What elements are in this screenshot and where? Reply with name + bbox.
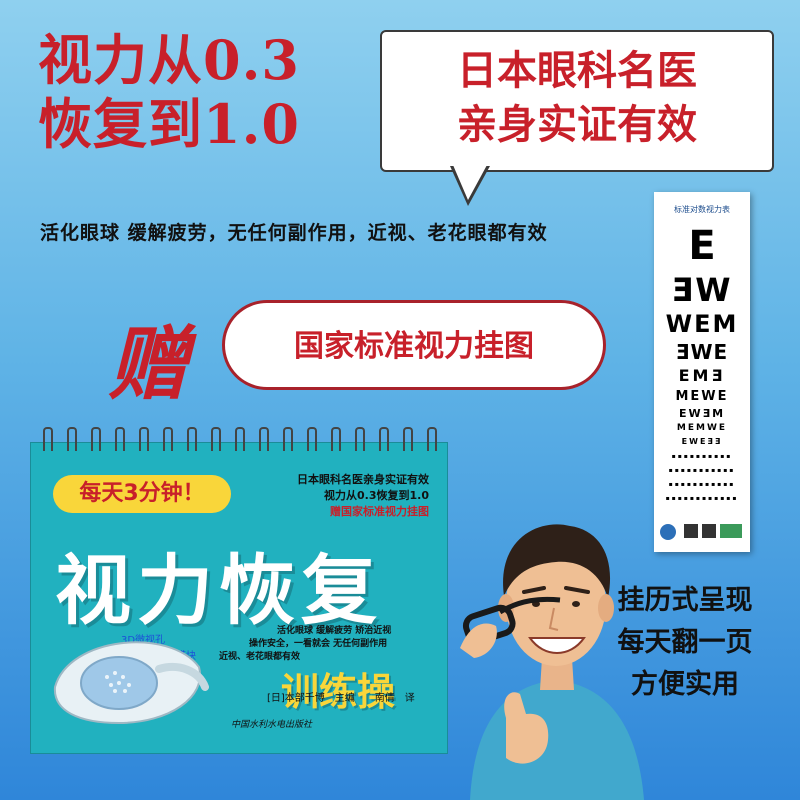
binder-ring — [403, 427, 413, 451]
speech-bubble-line-2: 亲身实证有效 — [457, 102, 697, 148]
benefit-text: 活化眼球 缓解疲劳，无任何副作用，近视、老花眼都有效 — [40, 222, 548, 244]
eye-chart-poster: 标准对数视力表 E ƎW WEM ƎWE EMƎ MEWE EWƎM MEMWE… — [654, 192, 750, 552]
headline: 视力从0.3 恢复到1.0 — [38, 28, 300, 156]
book-tag-line-3: 赠国家标准视力挂图 — [330, 505, 429, 518]
binder-ring — [91, 427, 101, 451]
binder-ring — [355, 427, 365, 451]
binder-ring — [235, 427, 245, 451]
binder-ring — [259, 427, 269, 451]
eye-mask-illustration — [53, 641, 209, 725]
eye-chart-row: E — [688, 223, 716, 269]
book-badge: 每天3分钟！ — [53, 475, 231, 513]
eye-chart-row: EMƎ — [678, 366, 726, 385]
binder-ring — [283, 427, 293, 451]
binder-ring — [139, 427, 149, 451]
book-tag-line-1: 日本眼科名医亲身实证有效 — [297, 473, 429, 486]
eye-chart-small-rows: ▪▪▪▪▪▪▪▪▪▪▪ — [668, 481, 736, 488]
book-desc-line-2: 操作安全，一看就会 无任何副作用 — [249, 639, 388, 649]
headline-line-1: 视力从0.3 — [38, 28, 300, 92]
binder-ring — [163, 427, 173, 451]
label-3d-holes: 3D微视孔 — [121, 635, 166, 646]
eye-chart-row: MEMWE — [676, 423, 728, 433]
eye-chart-small-rows: ▪▪▪▪▪▪▪▪▪▪▪ — [668, 467, 736, 474]
binder-ring — [427, 427, 437, 451]
eye-chart-row: WEM — [665, 310, 739, 338]
side-copy-line-1: 挂历式呈现 — [617, 585, 753, 616]
eye-chart-row: EWEƎƎ — [681, 437, 723, 446]
book-title: 视力恢复 — [55, 546, 383, 635]
side-copy: 挂历式呈现 每天翻一页 方便实用 — [590, 580, 780, 706]
smiling-man-illustration — [460, 524, 644, 800]
side-copy-line-3: 方便实用 — [631, 669, 739, 700]
eye-chart-small-rows: ▪▪▪▪▪▪▪▪▪▪▪▪ — [665, 495, 739, 502]
binder-ring — [115, 427, 125, 451]
binder-ring — [43, 427, 53, 451]
eye-chart-footer-graphic — [660, 524, 742, 540]
eye-chart-row: EWƎM — [678, 407, 726, 420]
book-desc-line-1: 活化眼球 缓解疲劳 矫治近视 — [277, 626, 392, 636]
binder-ring — [379, 427, 389, 451]
speech-bubble: 日本眼科名医 亲身实证有效 — [380, 30, 774, 172]
binder-ring — [331, 427, 341, 451]
book-cover: 每天3分钟！ 日本眼科名医亲身实证有效 视力从0.3恢复到1.0 赠国家标准视力… — [30, 427, 448, 754]
eye-chart-row: MEWE — [675, 389, 729, 404]
eye-chart-small-rows: ▪▪▪▪▪▪▪▪▪▪ — [671, 453, 733, 460]
book-tag-line-2: 视力从0.3恢复到1.0 — [324, 489, 429, 502]
book-desc-line-3: 近视、老花眼都有效 — [219, 652, 301, 662]
eye-chart-title: 标准对数视力表 — [674, 205, 730, 214]
side-copy-line-2: 每天翻一页 — [617, 627, 753, 658]
headline-line-2: 恢复到1.0 — [38, 92, 300, 156]
book-subtitle: 训练操 — [281, 670, 396, 714]
book-author: [日]本部千博 主编 南倩 译 — [267, 693, 415, 704]
gift-char: 赠 — [108, 317, 188, 411]
binder-ring — [307, 427, 317, 451]
eye-chart-row: ƎWE — [675, 340, 729, 364]
eye-chart-row: ƎW — [671, 271, 733, 309]
gift-item-pill: 国家标准视力挂图 — [222, 300, 606, 390]
book-publisher: 中国水利水电出版社 — [231, 720, 313, 730]
binder-ring — [187, 427, 197, 451]
speech-bubble-line-1: 日本眼科名医 — [457, 48, 697, 94]
binder-ring — [211, 427, 221, 451]
binder-ring — [67, 427, 77, 451]
speech-bubble-tail-fill — [453, 165, 487, 200]
